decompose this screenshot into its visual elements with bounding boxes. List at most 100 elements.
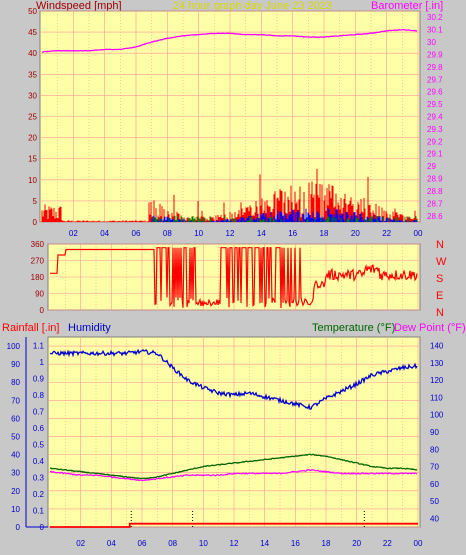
direction-tick-label: 0 bbox=[40, 306, 45, 315]
humidity-tick-label: 80 bbox=[11, 378, 20, 387]
x-tick-label: 00 bbox=[414, 229, 423, 238]
temp-tick-label: 50 bbox=[430, 497, 439, 506]
chart-title: 24 hour graph day June 23 2023 bbox=[173, 0, 332, 12]
x-tick-label: 22 bbox=[382, 229, 391, 238]
humidity-label: Humidity bbox=[68, 322, 111, 334]
humidity-tick-label: 10 bbox=[11, 505, 20, 514]
humidity-tick-label: 100 bbox=[7, 342, 21, 351]
temp-tick-label: 140 bbox=[430, 342, 444, 351]
wind-avg-trace bbox=[152, 215, 417, 222]
direction-tick-label: 360 bbox=[31, 240, 45, 249]
x-tick-label: 20 bbox=[351, 229, 360, 238]
temp-tick-label: 100 bbox=[430, 411, 444, 420]
barometer-tick-label: 29.3 bbox=[427, 125, 443, 134]
rain-tick-label: 0.5 bbox=[33, 440, 45, 449]
x-tick-label: 16 bbox=[291, 539, 300, 548]
temp-tick-label: 90 bbox=[430, 428, 439, 437]
humidity-line bbox=[49, 348, 418, 410]
wind-tick-label: 30 bbox=[28, 91, 37, 100]
barometer-tick-label: 29.6 bbox=[427, 88, 443, 97]
direction-tick-label: 90 bbox=[35, 290, 44, 299]
x-tick-label: 12 bbox=[230, 539, 239, 548]
humidity-tick-label: 30 bbox=[11, 469, 20, 478]
x-tick-label: 10 bbox=[194, 229, 203, 238]
rain-tick-label: 0.6 bbox=[33, 424, 45, 433]
rainfall-label: Rainfall [.in] bbox=[2, 322, 59, 334]
barometer-tick-label: 28.9 bbox=[427, 175, 443, 184]
barometer-tick-label: 29.1 bbox=[427, 150, 443, 159]
humidity-tick-label: 70 bbox=[11, 396, 20, 405]
rain-tick-label: 0.4 bbox=[33, 457, 45, 466]
barometer-tick-label: 29 bbox=[427, 162, 436, 171]
wind-tick-label: 45 bbox=[28, 28, 37, 37]
barometer-tick-label: 29.2 bbox=[427, 137, 443, 146]
barometer-tick-label: 28.8 bbox=[427, 187, 443, 196]
x-tick-label: 18 bbox=[322, 539, 331, 548]
compass-label: N bbox=[436, 239, 444, 251]
temp-tick-label: 70 bbox=[430, 463, 439, 472]
humidity-tick-label: 60 bbox=[11, 414, 20, 423]
rainfall-line bbox=[50, 522, 418, 528]
temp-tick-label: 40 bbox=[430, 514, 439, 523]
humidity-tick-label: 90 bbox=[11, 360, 20, 369]
compass-label: S bbox=[436, 273, 443, 285]
dewpoint-label: Dew Point (°F) bbox=[394, 322, 466, 334]
wind-tick-label: 0 bbox=[33, 218, 38, 227]
x-tick-label: 10 bbox=[199, 539, 208, 548]
temperature-label: Temperature (°F) bbox=[312, 322, 395, 334]
wind-tick-label: 40 bbox=[28, 49, 37, 58]
wind-tick-label: 35 bbox=[28, 70, 37, 79]
barometer-tick-label: 30.1 bbox=[427, 26, 443, 35]
barometer-tick-label: 28.6 bbox=[427, 212, 443, 221]
compass-label: E bbox=[436, 290, 443, 302]
barometer-tick-label: 30 bbox=[427, 38, 436, 47]
barometer-tick-label: 29.9 bbox=[427, 50, 443, 59]
temp-tick-label: 60 bbox=[430, 480, 439, 489]
barometer-tick-label: 29.8 bbox=[427, 63, 443, 72]
x-tick-label: 20 bbox=[352, 539, 361, 548]
rain-tick-label: 0.9 bbox=[33, 374, 45, 383]
x-tick-label: 00 bbox=[414, 539, 423, 548]
x-tick-label: 04 bbox=[100, 229, 109, 238]
x-tick-label: 18 bbox=[320, 229, 329, 238]
barometer-tick-label: 29.7 bbox=[427, 75, 443, 84]
temp-tick-label: 120 bbox=[430, 376, 444, 385]
x-tick-label: 04 bbox=[107, 539, 116, 548]
x-tick-label: 12 bbox=[226, 229, 235, 238]
direction-tick-label: 270 bbox=[31, 257, 45, 266]
wind-tick-label: 10 bbox=[28, 176, 37, 185]
barometer-tick-label: 29.5 bbox=[427, 100, 443, 109]
wind-tick-label: 50 bbox=[28, 7, 37, 16]
temp-tick-label: 80 bbox=[430, 445, 439, 454]
x-tick-label: 16 bbox=[288, 229, 297, 238]
wind-barometer-panel: 5045403530252015105030.230.13029.929.829… bbox=[28, 7, 443, 238]
x-tick-label: 14 bbox=[260, 539, 269, 548]
x-tick-label: 06 bbox=[138, 539, 147, 548]
rain-tick-label: 0.8 bbox=[33, 391, 45, 400]
humidity-tick-label: 50 bbox=[11, 433, 20, 442]
compass-label: W bbox=[436, 256, 447, 268]
windspeed-label: Windspeed [mph] bbox=[36, 0, 122, 12]
direction-tick-label: 180 bbox=[31, 273, 45, 282]
barometer-label: Barometer [.in] bbox=[371, 0, 443, 12]
rain-tick-label: 1.1 bbox=[33, 341, 45, 350]
rain-tick-label: 0.3 bbox=[33, 473, 45, 482]
barometer-line bbox=[42, 28, 418, 53]
x-tick-label: 06 bbox=[132, 229, 141, 238]
x-tick-label: 02 bbox=[76, 539, 85, 548]
temp-tick-label: 110 bbox=[430, 393, 443, 402]
rain-tick-label: 0.7 bbox=[33, 407, 45, 416]
x-tick-label: 08 bbox=[163, 229, 172, 238]
temperature-line bbox=[50, 453, 418, 480]
rain-tick-label: 1 bbox=[40, 358, 45, 367]
wind-tick-label: 25 bbox=[28, 113, 37, 122]
wind-tick-label: 20 bbox=[28, 134, 37, 143]
humidity-tick-label: 40 bbox=[11, 451, 20, 460]
wind-tick-label: 5 bbox=[33, 197, 38, 206]
humidity-tick-label: 0 bbox=[16, 523, 21, 532]
barometer-tick-label: 28.7 bbox=[427, 199, 443, 208]
x-tick-label: 08 bbox=[168, 539, 177, 548]
